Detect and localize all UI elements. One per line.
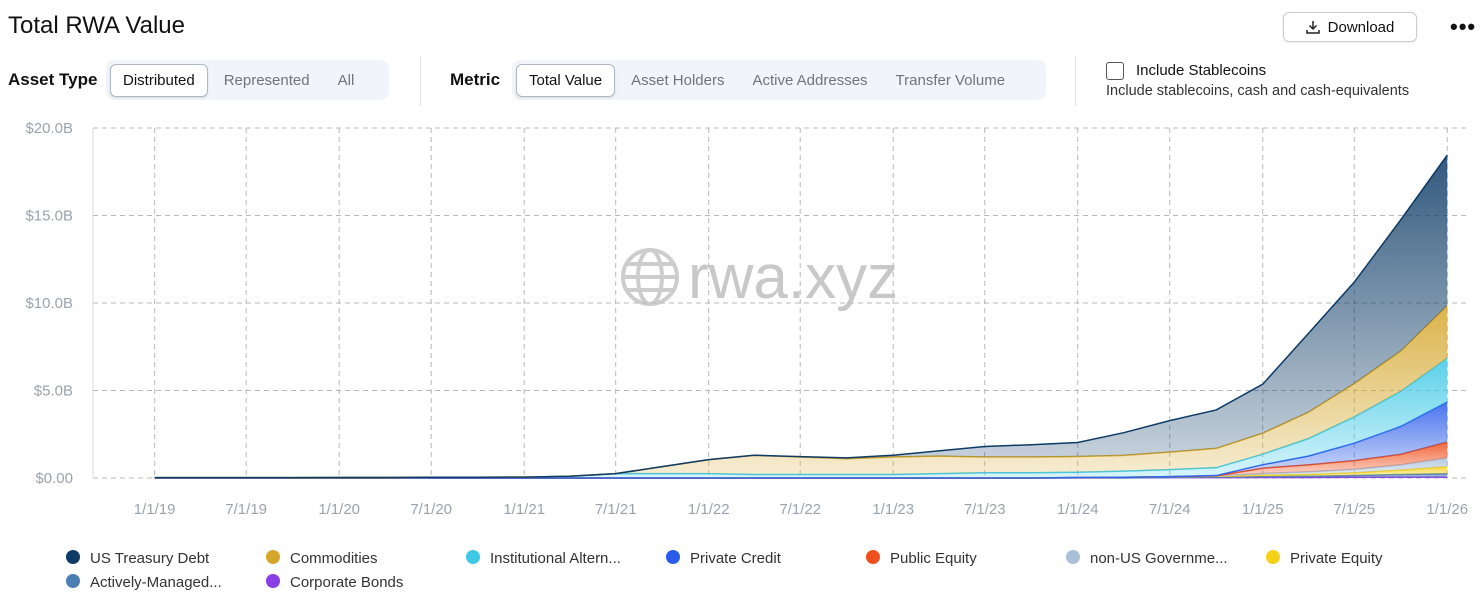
- legend-label: Corporate Bonds: [290, 574, 403, 591]
- legend-swatch: [266, 574, 280, 588]
- x-tick-label: 7/1/24: [1149, 501, 1191, 518]
- legend-label: US Treasury Debt: [90, 550, 210, 567]
- page-title: Total RWA Value: [8, 12, 185, 39]
- legend-item[interactable]: Private Equity: [1266, 550, 1383, 567]
- x-tick-label: 1/1/26: [1426, 501, 1468, 518]
- x-tick-label: 1/1/25: [1242, 501, 1284, 518]
- tab[interactable]: Active Addresses: [752, 71, 868, 89]
- tab[interactable]: Represented: [223, 71, 310, 89]
- y-tick-label: $10.0B: [25, 295, 73, 312]
- tab[interactable]: Distributed: [110, 63, 208, 97]
- separator: [1075, 56, 1076, 106]
- legend-item[interactable]: non-US Governme...: [1066, 550, 1228, 567]
- legend-swatch: [1266, 550, 1280, 564]
- legend-item[interactable]: Actively-Managed...: [66, 574, 222, 591]
- x-tick-label: 7/1/22: [779, 501, 821, 518]
- x-tick-label: 1/1/21: [503, 501, 545, 518]
- area: [154, 155, 1448, 478]
- download-label: Download: [1327, 18, 1395, 36]
- x-tick-label: 1/1/23: [872, 501, 914, 518]
- legend-item[interactable]: Corporate Bonds: [266, 574, 403, 591]
- watermark-icon: [621, 248, 679, 306]
- metric-tabs: Total Value Asset Holders Active Addresses…: [512, 60, 1046, 100]
- legend-label: non-US Governme...: [1090, 550, 1228, 567]
- legend-label: Actively-Managed...: [90, 574, 222, 591]
- asset-type-tabs: Distributed Represented All: [106, 60, 389, 100]
- stablecoin-label: Include Stablecoins: [1136, 62, 1267, 79]
- legend-label: Commodities: [290, 550, 378, 567]
- y-tick-label: $5.0B: [34, 383, 73, 400]
- legend-item[interactable]: Commodities: [266, 550, 378, 567]
- legend-item[interactable]: Public Equity: [866, 550, 977, 567]
- legend-item[interactable]: US Treasury Debt: [66, 550, 210, 567]
- y-tick-label: $20.0B: [25, 120, 73, 137]
- legend-swatch: [866, 550, 880, 564]
- asset-type-label: Asset Type: [8, 70, 98, 89]
- metric-label: Metric: [450, 70, 501, 89]
- download-button[interactable]: Download: [1283, 12, 1417, 42]
- x-tick-label: 7/1/20: [410, 501, 452, 518]
- legend-label: Private Equity: [1290, 550, 1383, 567]
- x-tick-label: 1/1/24: [1057, 501, 1099, 518]
- legend-swatch: [666, 550, 680, 564]
- legend-swatch: [1066, 550, 1080, 564]
- stablecoin-hint: Include stablecoins, cash and cash-equiv…: [1106, 83, 1410, 99]
- legend-label: Public Equity: [890, 550, 977, 567]
- tab[interactable]: All: [337, 71, 355, 89]
- tab[interactable]: Total Value: [516, 63, 616, 97]
- legend-swatch: [66, 550, 80, 564]
- x-tick-label: 7/1/25: [1333, 501, 1375, 518]
- x-tick-label: 1/1/20: [318, 501, 360, 518]
- tab[interactable]: Asset Holders: [631, 71, 725, 89]
- download-icon: [1305, 21, 1320, 34]
- legend-item[interactable]: Institutional Altern...: [466, 550, 621, 567]
- x-tick-label: 1/1/22: [688, 501, 730, 518]
- area-line: [154, 154, 1448, 479]
- legend-swatch: [266, 550, 280, 564]
- x-tick-label: 7/1/23: [964, 501, 1006, 518]
- watermark: rwa.xyz: [688, 243, 898, 312]
- stablecoin-checkbox[interactable]: [1106, 62, 1124, 80]
- legend-label: Institutional Altern...: [490, 550, 621, 567]
- legend-item[interactable]: Private Credit: [666, 550, 782, 567]
- legend-swatch: [466, 550, 480, 564]
- x-tick-label: 7/1/19: [225, 501, 267, 518]
- x-tick-label: 1/1/19: [134, 501, 176, 518]
- more-menu[interactable]: •••: [1450, 14, 1477, 39]
- separator: [420, 56, 421, 106]
- y-tick-label: $15.0B: [25, 208, 73, 225]
- legend-label: Private Credit: [690, 550, 782, 567]
- tab[interactable]: Transfer Volume: [895, 71, 1006, 89]
- x-tick-label: 7/1/21: [595, 501, 637, 518]
- legend-swatch: [66, 574, 80, 588]
- y-tick-label: $0.00: [35, 470, 73, 487]
